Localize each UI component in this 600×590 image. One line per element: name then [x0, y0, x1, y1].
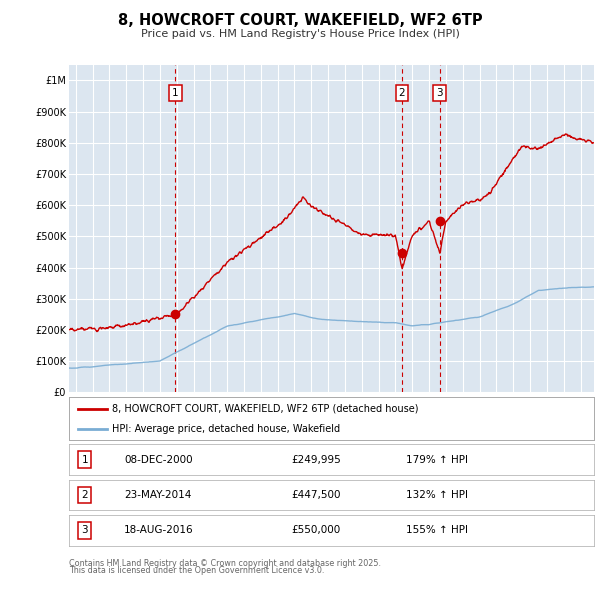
Text: 179% ↑ HPI: 179% ↑ HPI: [406, 455, 467, 464]
Text: 1: 1: [82, 455, 88, 464]
Text: 132% ↑ HPI: 132% ↑ HPI: [406, 490, 467, 500]
Text: This data is licensed under the Open Government Licence v3.0.: This data is licensed under the Open Gov…: [69, 566, 325, 575]
Text: 2: 2: [82, 490, 88, 500]
Text: HPI: Average price, detached house, Wakefield: HPI: Average price, detached house, Wake…: [112, 424, 340, 434]
Text: Price paid vs. HM Land Registry's House Price Index (HPI): Price paid vs. HM Land Registry's House …: [140, 30, 460, 39]
Text: 8, HOWCROFT COURT, WAKEFIELD, WF2 6TP: 8, HOWCROFT COURT, WAKEFIELD, WF2 6TP: [118, 13, 482, 28]
Text: 155% ↑ HPI: 155% ↑ HPI: [406, 526, 467, 535]
Text: 08-DEC-2000: 08-DEC-2000: [124, 455, 193, 464]
Text: £447,500: £447,500: [291, 490, 341, 500]
Text: 2: 2: [398, 88, 406, 98]
Text: 8, HOWCROFT COURT, WAKEFIELD, WF2 6TP (detached house): 8, HOWCROFT COURT, WAKEFIELD, WF2 6TP (d…: [112, 404, 419, 414]
Text: £550,000: £550,000: [291, 526, 340, 535]
Text: 23-MAY-2014: 23-MAY-2014: [125, 490, 192, 500]
Text: £249,995: £249,995: [291, 455, 341, 464]
Text: 18-AUG-2016: 18-AUG-2016: [124, 526, 193, 535]
Text: 3: 3: [82, 526, 88, 535]
Text: 1: 1: [172, 88, 179, 98]
Text: Contains HM Land Registry data © Crown copyright and database right 2025.: Contains HM Land Registry data © Crown c…: [69, 559, 381, 568]
Text: 3: 3: [436, 88, 443, 98]
